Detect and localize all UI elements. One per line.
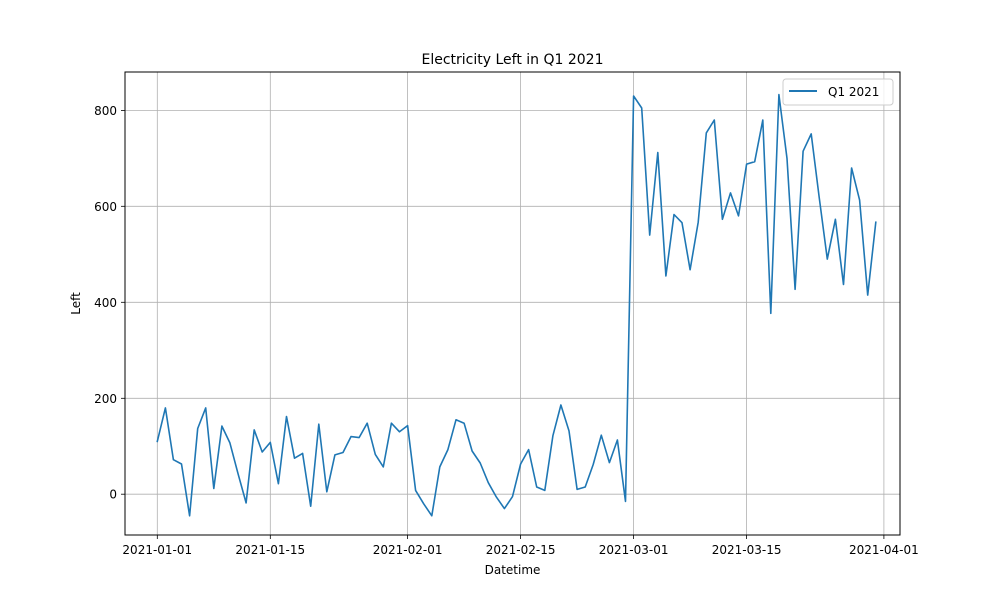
x-tick-label: 2021-01-15 [235,543,305,557]
chart-title: Electricity Left in Q1 2021 [422,52,604,68]
series-line-q1-2021 [156,93,877,517]
x-axis-ticks: 2021-01-01 2021-01-15 2021-02-01 2021-02-15… [122,535,919,557]
plot-area-frame [124,71,901,536]
x-tick-label: 2021-04-01 [849,543,919,557]
y-tick-label: 400 [94,296,117,310]
legend-box [782,78,894,106]
y-axis-ticks: 0 200 400 600 800 [94,104,125,502]
x-tick-label: 2021-02-01 [373,543,443,557]
legend-label: Q1 2021 [828,85,879,99]
series-layer [156,93,877,517]
x-tick-label: 2021-02-15 [486,543,556,557]
y-tick-label: 0 [109,488,117,502]
y-tick-label: 200 [94,392,117,406]
y-tick-label: 800 [94,104,117,118]
x-tick-label: 2021-03-01 [599,543,669,557]
x-tick-label: 2021-01-01 [122,543,192,557]
legend: Q1 2021 [782,78,894,106]
x-tick-label: 2021-03-15 [712,543,782,557]
y-tick-label: 600 [94,200,117,214]
x-axis-label: Datetime [485,563,541,577]
y-axis-label: Left [69,292,83,315]
